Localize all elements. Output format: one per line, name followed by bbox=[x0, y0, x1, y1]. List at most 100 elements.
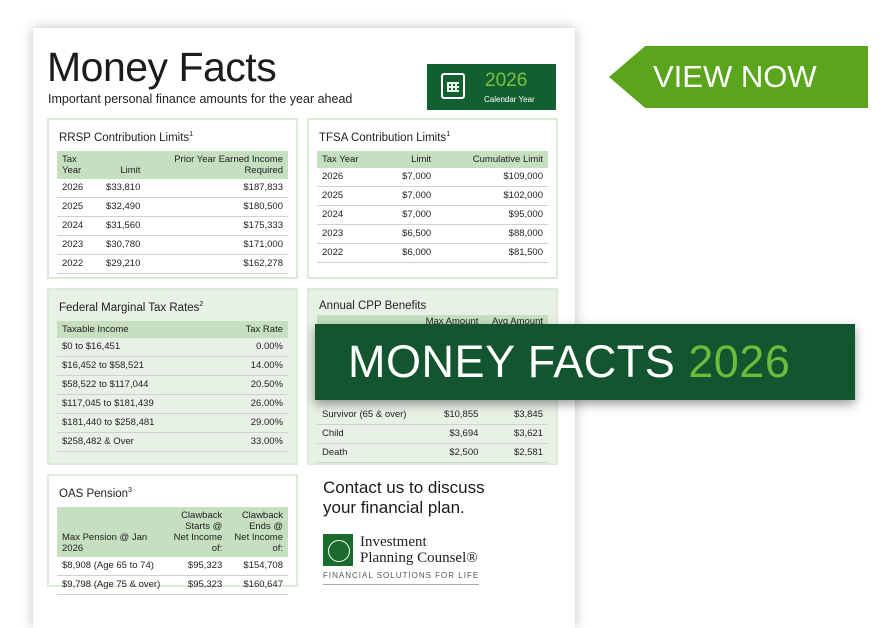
table-cell: $7,000 bbox=[381, 186, 437, 206]
table-cell: $32,490 bbox=[101, 197, 146, 217]
logo-name-2: Planning Counsel® bbox=[360, 550, 478, 566]
column-header: Max Pension @ Jan 2026 bbox=[57, 506, 167, 557]
table-row: $117,045 to $181,439 26.00% bbox=[57, 394, 288, 414]
table-cell: 2025 bbox=[317, 186, 382, 206]
table-cell: $10,855 bbox=[416, 405, 484, 425]
calendar-icon bbox=[441, 73, 465, 99]
logo-tagline: FINANCIAL SOLUTIONS FOR LIFE bbox=[323, 571, 480, 585]
money-facts-banner: MONEY FACTS 2026 bbox=[315, 324, 855, 400]
table-row: 2023 $30,780 $171,000 bbox=[57, 235, 288, 255]
rrsp-table: Tax Year Limit Prior Year Earned Income Re… bbox=[57, 150, 288, 274]
view-now-label: VIEW NOW bbox=[653, 59, 817, 94]
table-cell: 29.00% bbox=[214, 413, 288, 433]
table-header-row: Taxable Income Tax Rate bbox=[57, 320, 288, 338]
table-row: $58,522 to $117,044 20.50% bbox=[57, 375, 288, 395]
rrsp-title: RRSP Contribution Limits1 bbox=[59, 128, 288, 145]
federal-tax-section: Federal Marginal Tax Rates2 Taxable Incom… bbox=[47, 288, 298, 465]
table-cell: 2026 bbox=[57, 178, 102, 198]
table-cell: 2022 bbox=[57, 254, 102, 274]
cpp-title-text: Annual CPP Benefits bbox=[319, 299, 427, 312]
table-cell: $6,500 bbox=[381, 224, 437, 244]
tfsa-title: TFSA Contribution Limits1 bbox=[319, 128, 548, 145]
table-cell: $117,045 to $181,439 bbox=[57, 394, 215, 414]
table-row: 2023 $6,500 $88,000 bbox=[317, 224, 548, 244]
table-cell: 2024 bbox=[317, 205, 382, 225]
contact-line-1: Contact us to discuss bbox=[323, 478, 485, 497]
federal-title: Federal Marginal Tax Rates2 bbox=[59, 298, 288, 315]
table-cell: $180,500 bbox=[145, 197, 288, 217]
table-row: 2022 $6,000 $81,500 bbox=[317, 243, 548, 263]
table-row: 2026 $33,810 $187,833 bbox=[57, 178, 288, 198]
table-cell: $162,278 bbox=[145, 254, 288, 274]
logo-name: Investment Planning Counsel® bbox=[360, 534, 478, 566]
cpp-title: Annual CPP Benefits bbox=[319, 296, 548, 313]
column-header: Tax Year bbox=[57, 150, 102, 179]
table-row: $258,482 & Over 33.00% bbox=[57, 432, 288, 452]
table-cell: 14.00% bbox=[214, 356, 288, 376]
tfsa-footnote-mark: 1 bbox=[446, 131, 451, 138]
oas-title-text: OAS Pension bbox=[59, 487, 129, 500]
table-row: $0 to $16,451 0.00% bbox=[57, 337, 288, 357]
table-row: $181,440 to $258,481 29.00% bbox=[57, 413, 288, 433]
tfsa-section: TFSA Contribution Limits1 Tax Year Limit Cu… bbox=[307, 118, 558, 279]
table-cell: 2026 bbox=[317, 167, 382, 187]
table-cell: 2023 bbox=[317, 224, 382, 244]
table-cell: $7,000 bbox=[381, 205, 437, 225]
column-header: Limit bbox=[101, 150, 146, 179]
calendar-year-badge: 2026 Calendar Year bbox=[427, 64, 556, 110]
federal-table: Taxable Income Tax Rate $0 to $16,451 0.00%… bbox=[57, 320, 288, 452]
table-cell: Survivor (65 & over) bbox=[317, 405, 417, 425]
table-row: $9,798 (Age 75 & over) $95,323 $160,647 bbox=[57, 575, 288, 595]
table-cell: 2025 bbox=[57, 197, 102, 217]
column-header: Taxable Income bbox=[57, 320, 215, 338]
column-header: Clawback Ends @ Net Income of: bbox=[227, 506, 288, 557]
table-cell: $31,560 bbox=[101, 216, 146, 236]
table-row: 2025 $32,490 $180,500 bbox=[57, 197, 288, 217]
column-header: Cumulative Limit bbox=[436, 150, 548, 168]
tfsa-title-text: TFSA Contribution Limits bbox=[319, 131, 447, 144]
table-cell: $88,000 bbox=[436, 224, 548, 244]
rrsp-footnote-mark: 1 bbox=[189, 131, 194, 138]
table-cell: $33,810 bbox=[101, 178, 146, 198]
column-header: Clawback Starts @ Net Income of: bbox=[166, 506, 228, 557]
table-cell: $2,500 bbox=[416, 443, 484, 463]
page-subtitle: Important personal finance amounts for t… bbox=[48, 92, 353, 106]
table-row: Survivor (65 & over) $10,855 $3,845 bbox=[317, 405, 548, 425]
table-cell: Child bbox=[317, 424, 417, 444]
table-cell: $9,798 (Age 75 & over) bbox=[57, 575, 167, 595]
table-cell: $81,500 bbox=[436, 243, 548, 263]
table-cell: $7,000 bbox=[381, 167, 437, 187]
table-row: 2022 $29,210 $162,278 bbox=[57, 254, 288, 274]
table-cell: 33.00% bbox=[214, 432, 288, 452]
oas-title: OAS Pension3 bbox=[59, 484, 288, 501]
table-cell: $58,522 to $117,044 bbox=[57, 375, 215, 395]
contact-text: Contact us to discuss your financial pla… bbox=[323, 478, 485, 518]
rrsp-title-text: RRSP Contribution Limits bbox=[59, 131, 190, 144]
table-header-row: Max Pension @ Jan 2026 Clawback Starts @ … bbox=[57, 506, 288, 557]
table-cell: $3,845 bbox=[483, 405, 548, 425]
oas-section: OAS Pension3 Max Pension @ Jan 2026 Clawba… bbox=[47, 474, 298, 595]
table-row: 2026 $7,000 $109,000 bbox=[317, 167, 548, 187]
table-cell: $258,482 & Over bbox=[57, 432, 215, 452]
table-cell: $160,647 bbox=[227, 575, 288, 595]
table-cell: $6,000 bbox=[381, 243, 437, 263]
table-header-row: Tax Year Limit Cumulative Limit bbox=[317, 150, 548, 168]
table-cell: 2022 bbox=[317, 243, 382, 263]
table-cell: $187,833 bbox=[145, 178, 288, 198]
table-cell: $30,780 bbox=[101, 235, 146, 255]
logo-wheel-icon bbox=[323, 534, 353, 566]
table-cell: Death bbox=[317, 443, 417, 463]
view-now-button[interactable]: VIEW NOW bbox=[609, 46, 868, 108]
table-row: 2024 $7,000 $95,000 bbox=[317, 205, 548, 225]
table-cell: $109,000 bbox=[436, 167, 548, 187]
table-cell: $95,323 bbox=[166, 575, 228, 595]
table-header-row: Tax Year Limit Prior Year Earned Income Re… bbox=[57, 150, 288, 179]
calendar-label: Calendar Year bbox=[484, 95, 535, 104]
table-cell: $29,210 bbox=[101, 254, 146, 274]
table-cell: 0.00% bbox=[214, 337, 288, 357]
table-cell: $2,581 bbox=[483, 443, 548, 463]
table-cell: 2023 bbox=[57, 235, 102, 255]
table-cell: $181,440 to $258,481 bbox=[57, 413, 215, 433]
calendar-year: 2026 bbox=[485, 70, 528, 91]
banner-year: 2026 bbox=[688, 336, 791, 387]
